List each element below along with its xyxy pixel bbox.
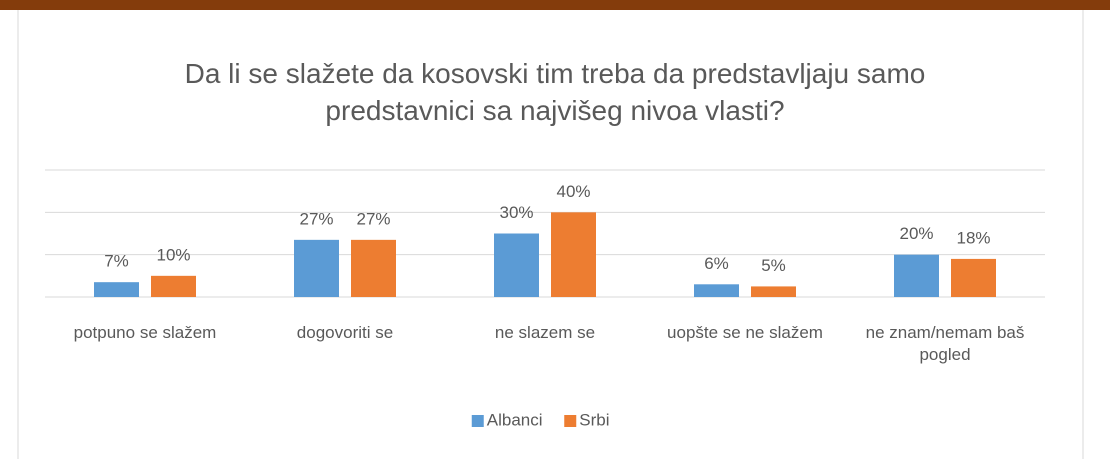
top-bar	[0, 0, 1110, 10]
data-label: 18%	[956, 228, 990, 247]
x-tick-label: dogovoriti se	[296, 323, 394, 342]
data-label: 20%	[899, 224, 933, 243]
bar	[894, 254, 939, 297]
legend-swatch	[471, 415, 484, 427]
bar	[551, 212, 596, 297]
data-label: 10%	[156, 245, 190, 264]
data-label: 30%	[499, 203, 533, 222]
legend-label: Albanci	[487, 410, 543, 429]
x-tick-label: ne znam/nemam baš pogled	[865, 323, 1025, 364]
x-tick-label: uopšte se ne slažem	[667, 323, 823, 342]
legend-label: Srbi	[579, 410, 609, 429]
legend-swatch	[564, 415, 577, 427]
bar	[151, 275, 196, 297]
chart-title: Da li se slažete da kosovski tim treba d…	[184, 58, 926, 126]
data-label: 6%	[704, 254, 729, 273]
x-tick-label: ne slazem se	[494, 323, 596, 342]
bar	[751, 286, 796, 297]
bar	[351, 239, 396, 297]
data-label: 27%	[299, 209, 333, 228]
bar	[94, 282, 139, 297]
data-label: 7%	[104, 252, 129, 271]
data-label: 27%	[356, 209, 390, 228]
data-label: 5%	[761, 256, 786, 275]
bar	[294, 239, 339, 297]
bar	[494, 233, 539, 297]
data-label: 40%	[556, 182, 590, 201]
bar	[951, 258, 996, 297]
bar	[694, 284, 739, 297]
x-tick-label: potpuno se slažem	[73, 323, 217, 342]
